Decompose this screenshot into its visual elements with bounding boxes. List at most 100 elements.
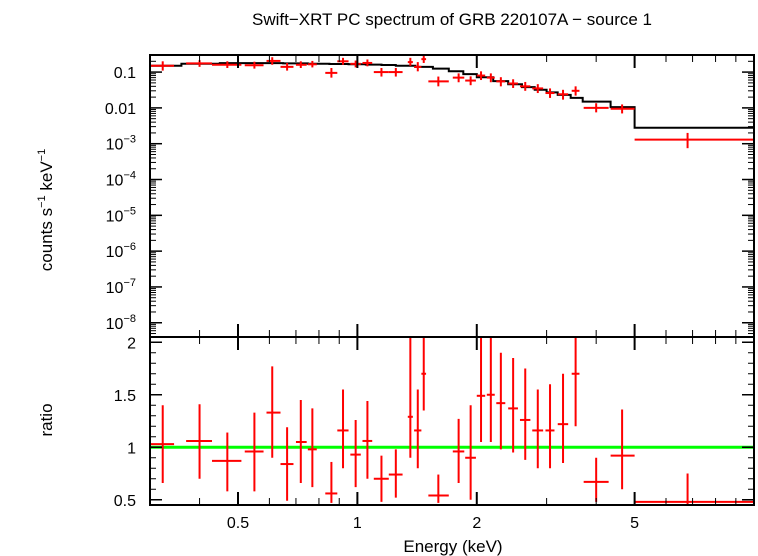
ratio-point-30 (583, 457, 609, 502)
ratio-point-5 (266, 366, 281, 458)
ratio-point-21 (476, 337, 486, 442)
spectrum-point-27 (545, 88, 555, 98)
svg-text:10−7: 10−7 (106, 277, 136, 297)
spectrum-point-12 (362, 59, 373, 67)
svg-text:10−3: 10−3 (106, 134, 136, 154)
ratio-point-2 (186, 404, 213, 479)
ratio-point-31 (610, 409, 635, 490)
spectrum-point-31 (610, 104, 635, 114)
spectrum-point-13 (373, 68, 389, 77)
ratio-point-17 (421, 337, 427, 411)
model-curve (150, 62, 754, 129)
spectrum-y-tick-3: 10−3 (106, 134, 754, 154)
ratio-point-22 (486, 337, 495, 442)
svg-text:10−6: 10−6 (106, 241, 136, 261)
ratio-point-19 (452, 418, 465, 483)
spectrum-y-tick-7: 10−7 (106, 277, 754, 297)
spectrum-point-14 (388, 68, 403, 77)
spectrum-point-15 (407, 57, 413, 66)
spectrum-point-9 (325, 68, 338, 78)
ratio-point-18 (428, 474, 449, 503)
spectrum-y-tick-5: 10−5 (106, 205, 754, 225)
spectrum-point-23 (496, 77, 506, 87)
spectrum-point-17 (421, 55, 427, 63)
spectrum-point-22 (486, 73, 495, 83)
ratio-point-15 (407, 337, 413, 458)
svg-text:0.01: 0.01 (105, 101, 136, 118)
spectrum-point-1 (150, 61, 175, 71)
ratio-point-28 (557, 373, 569, 463)
ratio-point-13 (373, 455, 389, 502)
spectrum-point-21 (476, 71, 486, 81)
spectrum-point-11 (350, 60, 361, 68)
ratio-point-6 (280, 427, 294, 501)
x-tick-label-2: 1 (353, 515, 362, 532)
ratio-point-9 (325, 461, 338, 503)
ratio-point-4 (244, 412, 264, 492)
ratio-panel: 0.5 1 1.5 2 ratio (37, 335, 755, 510)
spectrum-point-20 (465, 76, 476, 86)
chart-title: Swift−XRT PC spectrum of GRB 220107A − s… (252, 10, 652, 29)
spectrum-panel: 0.1 0.01 10−3 10−4 10−5 10−6 10−7 10−8 counts s… (36, 54, 755, 338)
svg-text:10−8: 10−8 (106, 313, 136, 333)
ratio-point-10 (337, 389, 349, 469)
spectrum-point-3 (212, 61, 242, 69)
spectrum-y-tick-4: 10−4 (106, 170, 754, 190)
ratio-point-23 (496, 352, 506, 450)
spectrum-point-30 (583, 103, 609, 113)
model-step-line (150, 62, 754, 129)
spectrum-y-tick-8: 10−8 (106, 313, 754, 333)
spectrum-point-32 (634, 132, 754, 149)
spectrum-point-28 (557, 89, 569, 100)
spectrum-point-29 (571, 86, 580, 96)
x-tick-label-3: 2 (472, 515, 481, 532)
spectrum-plot-frame (149, 54, 755, 338)
spectrum-y-tick-1: 0.1 (114, 65, 754, 82)
energy-x-axis: 0.5 1 2 5 (149, 55, 755, 532)
ratio-point-12 (362, 401, 373, 479)
ratio-point-25 (519, 368, 531, 460)
ratio-point-20 (465, 405, 476, 500)
spectrum-point-24 (508, 79, 518, 88)
spectrum-point-26 (532, 84, 544, 94)
svg-text:2: 2 (127, 335, 136, 352)
ratio-point-27 (545, 384, 555, 469)
svg-text:1: 1 (127, 440, 136, 457)
ratio-point-16 (414, 389, 422, 469)
x-axis-label: Energy (keV) (403, 537, 502, 556)
ratio-point-7 (295, 400, 307, 483)
ratio-point-11 (350, 419, 361, 488)
y-label-text: counts s (37, 208, 56, 271)
svg-text:10−4: 10−4 (106, 170, 136, 190)
spectrum-point-25 (519, 81, 531, 91)
ratio-point-8 (307, 408, 317, 488)
spectrum-data-points (150, 55, 754, 149)
ratio-point-32 (634, 473, 754, 505)
ratio-point-24 (508, 358, 518, 453)
spectrum-point-8 (307, 60, 317, 68)
ratio-point-26 (532, 389, 544, 469)
svg-text:0.5: 0.5 (114, 493, 136, 510)
spectrum-point-7 (295, 61, 307, 69)
ratio-data-points (150, 337, 754, 505)
spectrum-y-axis: 0.1 0.01 10−3 10−4 10−5 10−6 10−7 10−8 (105, 60, 754, 338)
spectrum-point-16 (414, 62, 422, 72)
ratio-point-14 (388, 449, 403, 498)
ratio-point-1 (150, 405, 175, 483)
ratio-point-3 (212, 432, 242, 492)
x-tick-label-1: 0.5 (227, 515, 249, 532)
ratio-y-axis-label: ratio (37, 403, 56, 436)
spectrum-point-4 (244, 61, 264, 69)
spectrum-point-6 (280, 62, 294, 71)
ratio-plot-frame (149, 336, 755, 506)
ratio-point-29 (571, 337, 580, 427)
svg-text:1.5: 1.5 (114, 388, 136, 405)
ratio-y-tick-3: 1.5 (114, 388, 754, 405)
spectrum-y-tick-6: 10−6 (106, 241, 754, 261)
spectrum-point-18 (428, 76, 449, 87)
y-label-unit: keV (37, 161, 56, 196)
spectrum-y-axis-label: counts s−1 keV−1 (36, 149, 56, 271)
svg-text:0.1: 0.1 (114, 65, 136, 82)
y-label-exponent-2: −1 (36, 149, 48, 162)
